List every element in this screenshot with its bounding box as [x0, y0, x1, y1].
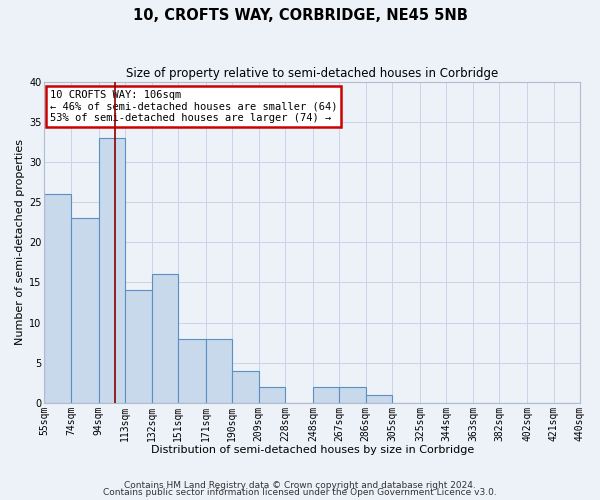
Text: 10 CROFTS WAY: 106sqm
← 46% of semi-detached houses are smaller (64)
53% of semi: 10 CROFTS WAY: 106sqm ← 46% of semi-deta… — [50, 90, 337, 123]
Bar — [178, 338, 206, 403]
Text: Contains public sector information licensed under the Open Government Licence v3: Contains public sector information licen… — [103, 488, 497, 497]
Text: Contains HM Land Registry data © Crown copyright and database right 2024.: Contains HM Land Registry data © Crown c… — [124, 480, 476, 490]
Bar — [71, 218, 98, 403]
Y-axis label: Number of semi-detached properties: Number of semi-detached properties — [15, 139, 25, 345]
X-axis label: Distribution of semi-detached houses by size in Corbridge: Distribution of semi-detached houses by … — [151, 445, 474, 455]
Bar — [98, 138, 125, 403]
Bar — [366, 395, 392, 403]
Bar — [152, 274, 178, 403]
Bar — [340, 386, 366, 403]
Bar — [125, 290, 152, 403]
Bar — [206, 338, 232, 403]
Bar — [44, 194, 71, 403]
Bar — [232, 370, 259, 403]
Bar — [313, 386, 340, 403]
Text: 10, CROFTS WAY, CORBRIDGE, NE45 5NB: 10, CROFTS WAY, CORBRIDGE, NE45 5NB — [133, 8, 467, 22]
Title: Size of property relative to semi-detached houses in Corbridge: Size of property relative to semi-detach… — [126, 68, 499, 80]
Bar — [259, 386, 285, 403]
